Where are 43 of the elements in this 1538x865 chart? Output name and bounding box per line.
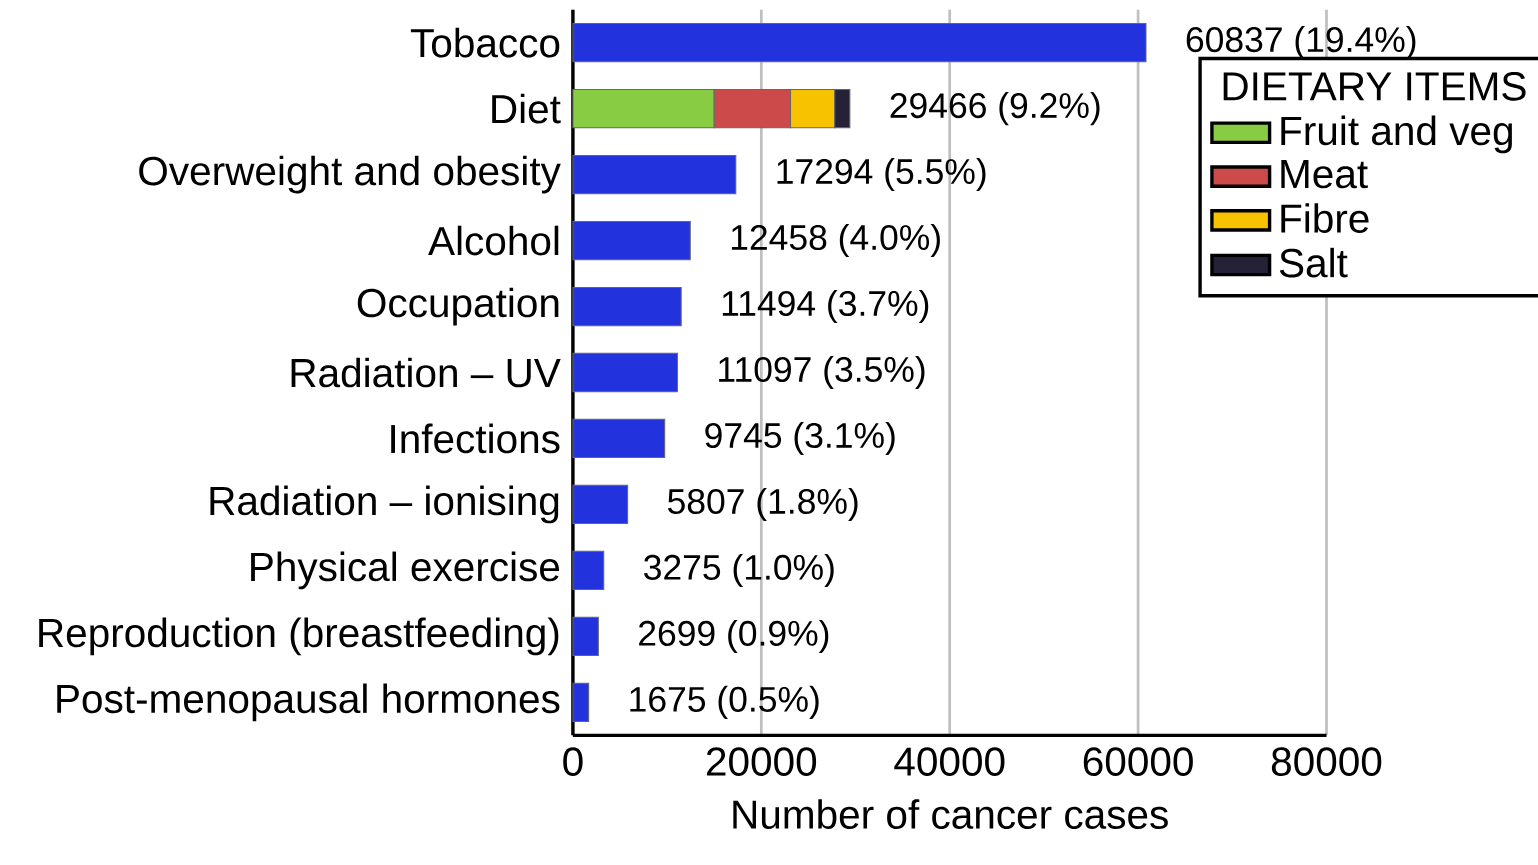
bar <box>572 154 737 195</box>
bar <box>572 220 691 261</box>
bar <box>572 286 682 327</box>
x-tick-label: 60000 <box>1083 747 1193 776</box>
y-tick-label: Alcohol <box>428 225 559 256</box>
bar <box>572 616 599 656</box>
x-tick-label: 40000 <box>894 747 1005 776</box>
y-tick-label: Radiation – UV <box>291 357 561 388</box>
legend-label: Fibre <box>1281 203 1369 233</box>
total-label: 29466 (9.2%) <box>890 92 1100 126</box>
legend-label: Fruit and veg <box>1281 115 1512 154</box>
total-label: 17294 (5.5%) <box>777 157 986 192</box>
legend-title: DIETARY ITEMS <box>1223 71 1526 101</box>
y-tick-label: Radiation – ionising <box>210 485 559 524</box>
legend-label: Meat <box>1281 160 1368 189</box>
y-tick-label: Infections <box>391 423 560 454</box>
total-label: 1675 (0.5%) <box>630 685 819 719</box>
total-label: 60837 (19.4%) <box>1186 26 1416 60</box>
x-tick-label: 0 <box>563 747 583 776</box>
total-label: 2699 (0.9%) <box>639 619 829 653</box>
total-label: 11494 (3.7%) <box>722 289 929 323</box>
legend-label: Salt <box>1279 247 1348 278</box>
y-tick-label: Reproduction (breastfeeding) <box>39 617 559 656</box>
y-tick-label: Post-menopausal hormones <box>57 683 560 722</box>
y-tick-label: Tobacco <box>410 27 560 58</box>
y-tick-label: Physical exercise <box>251 551 560 590</box>
total-label: 9745 (3.1%) <box>705 421 895 455</box>
y-tick-label: Overweight and obesity <box>139 155 561 194</box>
x-tick-label: 20000 <box>706 747 817 776</box>
bar <box>572 418 666 459</box>
bar <box>572 484 629 525</box>
y-tick-label: Diet <box>492 93 561 124</box>
y-tick-label: Occupation <box>357 287 559 326</box>
x-tick-label: 80000 <box>1271 747 1382 776</box>
bar <box>572 682 590 722</box>
bar <box>572 550 605 590</box>
total-label: 3275 (1.0%) <box>644 553 834 587</box>
bar <box>572 22 1147 63</box>
bar <box>572 352 678 393</box>
x-axis-title: Number of cancer cases <box>733 799 1168 829</box>
total-label: 12458 (4.0%) <box>731 223 940 258</box>
total-label: 5807 (1.8%) <box>668 487 858 521</box>
total-label: 11097 (3.5%) <box>719 355 925 389</box>
